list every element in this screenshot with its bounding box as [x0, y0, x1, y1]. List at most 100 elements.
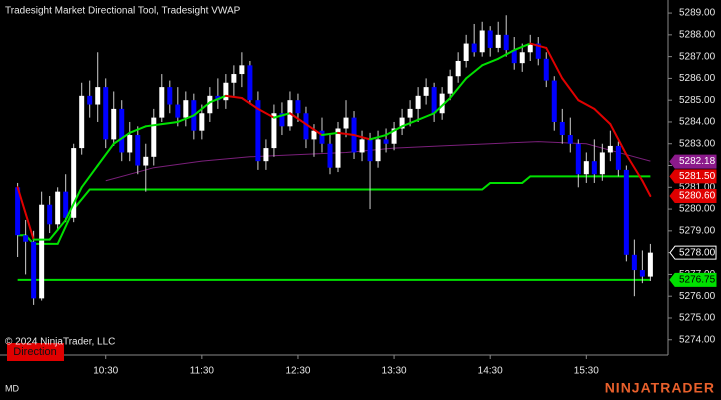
candle-body: [87, 95, 93, 105]
candle-body: [103, 87, 109, 140]
moving-average-segment: [353, 134, 372, 141]
candle-body: [23, 235, 29, 242]
candle-body: [215, 95, 221, 101]
y-tick-label: 5274.00: [679, 334, 716, 345]
candle-body: [367, 139, 373, 162]
candle-body: [183, 100, 189, 118]
candle-body: [623, 169, 629, 255]
moving-average-segment: [593, 107, 612, 126]
candle-body: [63, 191, 69, 218]
x-tick-label: 14:30: [478, 366, 503, 377]
moving-average-segment: [208, 94, 227, 104]
candle-body: [463, 43, 469, 61]
candle-body: [399, 117, 405, 129]
candle-body: [71, 148, 77, 218]
moving-average-segment: [369, 134, 388, 141]
candle-body: [207, 95, 213, 114]
moving-average-segment: [96, 142, 115, 167]
moving-average-segment: [641, 179, 652, 198]
direction-box: [7, 343, 64, 361]
moving-average-segment: [192, 101, 211, 117]
candle-body: [279, 113, 285, 127]
moving-average-segment: [481, 57, 500, 67]
candle-body: [551, 80, 557, 122]
candle-body: [151, 117, 157, 157]
x-tick-label: 12:30: [285, 366, 310, 377]
candle-body: [255, 100, 261, 162]
moving-average-segment: [288, 112, 307, 126]
candle-body: [327, 143, 333, 168]
candle-body: [263, 148, 269, 162]
candle-body: [495, 34, 501, 48]
candle-body: [479, 30, 485, 53]
candle-body: [111, 108, 117, 140]
candle-body: [599, 152, 605, 175]
candle-body: [15, 187, 21, 236]
moving-average-segment: [80, 164, 99, 189]
y-tick-label: 5284.00: [679, 117, 716, 128]
price-marker: [669, 154, 717, 169]
price-marker: [669, 189, 717, 204]
candle-body: [55, 191, 61, 225]
moving-average-segment: [561, 77, 580, 102]
candle-body: [471, 43, 477, 53]
candle-body: [95, 87, 101, 105]
moving-average-segment: [465, 64, 484, 80]
moving-average-segment: [112, 131, 131, 145]
y-tick-label: 5285.00: [679, 95, 716, 106]
candle-body: [639, 270, 645, 277]
y-tick-label: 5279.00: [679, 225, 716, 236]
y-tick-label: 5275.00: [679, 313, 716, 324]
moving-average-segment: [337, 131, 356, 137]
chart-title: Tradesight Market Directional Tool, Trad…: [5, 6, 241, 17]
y-tick-label: 5281.00: [679, 182, 716, 193]
price-marker: [669, 169, 717, 184]
candle-body: [303, 113, 309, 140]
candle-body: [583, 161, 589, 175]
candle-body: [319, 130, 325, 144]
moving-average-segment: [224, 94, 243, 100]
moving-average-segment: [577, 99, 596, 110]
candle-body: [591, 161, 597, 175]
candle-body: [511, 50, 517, 64]
y-tick-label: 5287.00: [679, 51, 716, 62]
moving-average-segment: [417, 112, 436, 121]
candle-body: [431, 87, 437, 114]
x-tick-label: 11:30: [190, 366, 215, 377]
price-marker-label: 5276.75: [679, 275, 716, 286]
candle-body: [535, 43, 541, 59]
moving-average-segment: [128, 125, 147, 134]
moving-average-segment: [545, 46, 564, 80]
candle-body: [647, 252, 653, 277]
candle-body: [159, 87, 165, 118]
candle-body: [503, 34, 509, 51]
candle-body: [231, 74, 237, 83]
y-tick-label: 5280.00: [679, 204, 716, 215]
candle-body: [543, 58, 549, 81]
y-tick-label: 5276.00: [679, 291, 716, 302]
y-tick-label: 5288.00: [679, 29, 716, 40]
moving-average-segment: [48, 218, 67, 241]
candle-body: [383, 139, 389, 144]
candle-body: [47, 204, 53, 225]
candle-body: [79, 95, 85, 149]
moving-average-segment: [304, 123, 323, 137]
moving-average-segment: [385, 125, 404, 137]
candle-body: [271, 113, 277, 149]
price-marker: [669, 272, 717, 287]
y-tick-label: 5286.00: [679, 73, 716, 84]
candle-body: [391, 128, 397, 144]
moving-average-segment: [401, 118, 420, 128]
moving-average-segment: [513, 42, 532, 52]
candle-body: [447, 76, 453, 94]
x-tick-label: 10:30: [93, 366, 118, 377]
candle-body: [247, 65, 253, 101]
price-marker: [669, 245, 717, 260]
candle-body: [127, 135, 133, 153]
moving-average-segment: [272, 112, 291, 119]
candle-body: [223, 82, 229, 101]
candle-body: [423, 87, 429, 96]
candle-body: [375, 139, 381, 162]
candle-body: [407, 108, 413, 118]
candle-body: [311, 130, 317, 140]
